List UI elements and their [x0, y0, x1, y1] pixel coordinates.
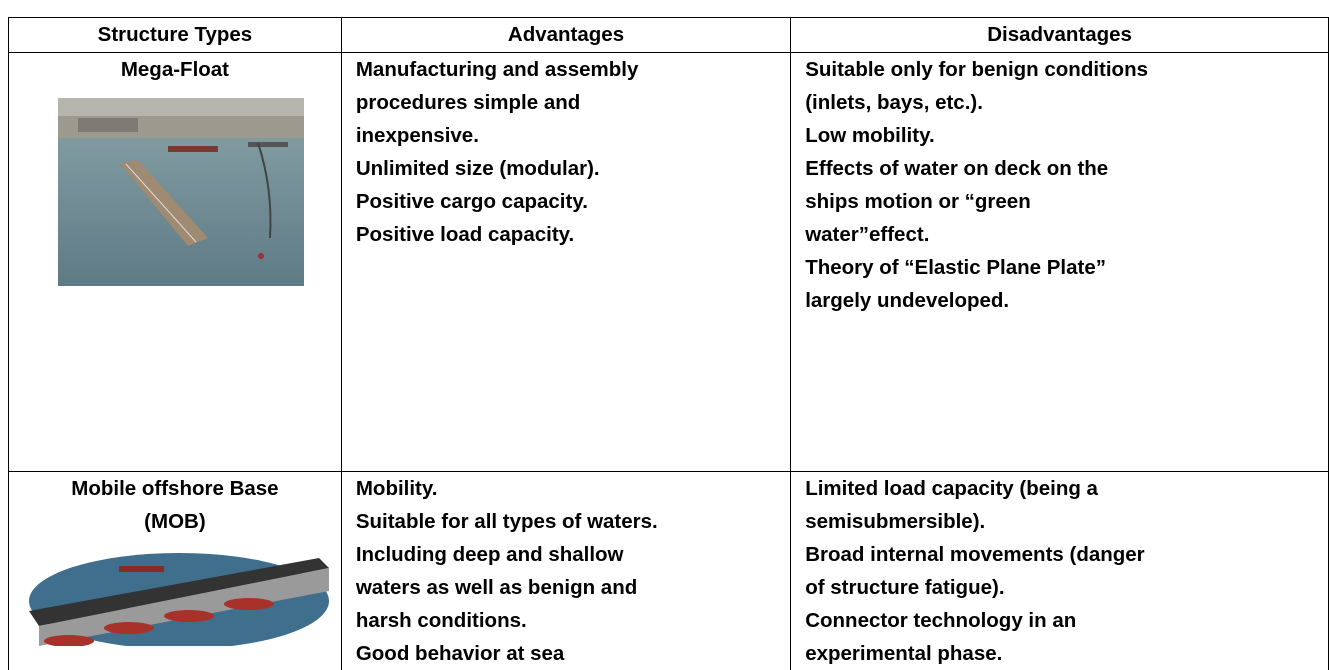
disadvantage-line: Limited load capacity (being a [805, 472, 1328, 505]
header-cell: Disadvantages [791, 18, 1329, 53]
row: Mobile offshore Base(MOB) Mobility.Suita… [9, 472, 1329, 670]
header-cell: Advantages [341, 18, 790, 53]
mob-illustration [19, 546, 329, 646]
advantage-line: Mobility. [356, 472, 790, 505]
advantage-line: inexpensive. [356, 119, 790, 152]
disadvantage-line: Effects of water on deck on the [805, 152, 1328, 185]
advantage-line: Good behavior at sea [356, 637, 790, 670]
disadvantages-cell: Suitable only for benign conditions(inle… [791, 53, 1329, 472]
type-name: Mega-Float [9, 53, 341, 86]
disadvantage-line: largely undeveloped. [805, 284, 1328, 317]
type-line: (MOB) [9, 505, 341, 538]
type-cell: Mobile offshore Base(MOB) [9, 472, 342, 670]
advantage-line: Unlimited size (modular). [356, 152, 790, 185]
disadvantage-line: Suitable only for benign conditions [805, 53, 1328, 86]
advantage-line: procedures simple and [356, 86, 790, 119]
advantage-line: Positive cargo capacity. [356, 185, 790, 218]
disadvantage-line: Broad internal movements (danger [805, 538, 1328, 571]
type-line: Mega-Float [9, 53, 341, 86]
type-name: Mobile offshore Base(MOB) [9, 472, 341, 538]
advantage-line: harsh conditions. [356, 604, 790, 637]
disadvantage-line: Theory of “Elastic Plane Plate” [805, 251, 1328, 284]
disadvantage-line: experimental phase. [805, 637, 1328, 670]
page: {"table":{"headers":["Structure Types","… [0, 0, 1329, 619]
disadvantage-line: (inlets, bays, etc.). [805, 86, 1328, 119]
disadvantage-line: Connector technology in an [805, 604, 1328, 637]
advantage-line: Including deep and shallow [356, 538, 790, 571]
disadvantage-line: semisubmersible). [805, 505, 1328, 538]
type-line: Mobile offshore Base [9, 472, 341, 505]
advantage-line: waters as well as benign and [356, 571, 790, 604]
disadvantage-line: water”effect. [805, 218, 1328, 251]
type-cell: Mega-Float [9, 53, 342, 472]
advantage-line: Manufacturing and assembly [356, 53, 790, 86]
disadvantage-line: ships motion or “green [805, 185, 1328, 218]
advantages-cell: Mobility.Suitable for all types of water… [341, 472, 790, 670]
disadvantage-line: of structure fatigue). [805, 571, 1328, 604]
mega-float-photo [58, 98, 304, 286]
advantage-line: Positive load capacity. [356, 218, 790, 251]
header-row: Structure Types Advantages Disadvantages [9, 18, 1329, 53]
disadvantage-line: Low mobility. [805, 119, 1328, 152]
advantage-line: Suitable for all types of waters. [356, 505, 790, 538]
comparison-table: Structure Types Advantages Disadvantages… [8, 17, 1329, 670]
header-cell: Structure Types [9, 18, 342, 53]
